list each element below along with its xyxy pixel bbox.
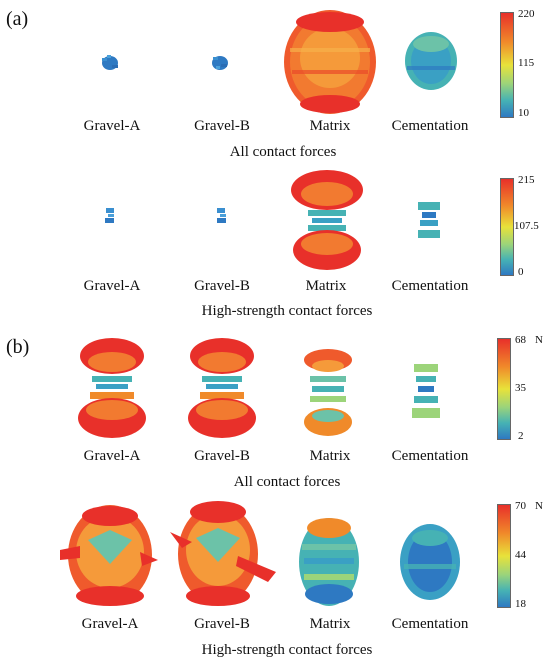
colorbar-max: 70 [515, 500, 526, 512]
item-label: Matrix [309, 448, 351, 464]
colorbar-mid: 107.5 [514, 220, 539, 232]
colorbar-row4 [497, 504, 511, 608]
item-label: Cementation [391, 278, 469, 294]
panel-label-a: (a) [6, 8, 29, 30]
colorbar-mid: 35 [515, 382, 526, 394]
rose-row4-gravel-b [170, 501, 276, 606]
rose-row1-gravel-a [102, 55, 118, 70]
colorbar-min: 10 [518, 107, 529, 119]
rose-row3-cementation [412, 364, 440, 418]
colorbar-mid: 44 [515, 549, 526, 561]
colorbar-row1 [500, 12, 514, 118]
colorbar-min: 2 [518, 430, 524, 442]
colorbar-min: 0 [518, 266, 524, 278]
item-label: Matrix [309, 118, 351, 134]
rose-row2-gravel-b [217, 208, 226, 223]
item-label: Cementation [391, 118, 469, 134]
item-label: Gravel-A [83, 448, 141, 464]
colorbar-max: 220 [518, 8, 535, 20]
rose-row3-matrix [304, 349, 352, 436]
colorbar-mid: 115 [518, 57, 535, 69]
rose-row4-cementation [400, 524, 460, 600]
row-title: All contact forces [233, 474, 341, 490]
row-title: High-strength contact forces [201, 642, 373, 658]
rose-row2-gravel-a [105, 208, 114, 223]
rose-row1-matrix [284, 10, 376, 114]
item-label: Gravel-A [81, 616, 139, 632]
row-title: High-strength contact forces [201, 303, 373, 319]
rose-row3-gravel-b [188, 338, 256, 438]
rose-row2-matrix [291, 170, 363, 270]
colorbar-row2 [500, 178, 514, 276]
item-label: Gravel-A [83, 118, 141, 134]
rose-row3-gravel-a [78, 338, 146, 438]
panel-label-b: (b) [6, 336, 30, 358]
row-title: All contact forces [229, 144, 337, 160]
colorbar-row3 [497, 338, 511, 440]
item-label: Cementation [391, 448, 469, 464]
rose-row2-cementation [418, 202, 440, 238]
item-label: Matrix [305, 278, 347, 294]
item-label: Gravel-B [194, 616, 250, 632]
colorbar-max: 68 [515, 334, 526, 346]
rose-row4-matrix [299, 518, 359, 606]
colorbar-unit: N [535, 334, 543, 346]
colorbar-max: 215 [518, 174, 535, 186]
item-label: Gravel-B [194, 278, 250, 294]
item-label: Gravel-A [83, 278, 141, 294]
item-label: Matrix [309, 616, 351, 632]
item-label: Gravel-B [194, 448, 250, 464]
rose-row1-cementation [405, 32, 457, 90]
colorbar-unit: N [535, 500, 543, 512]
colorbar-min: 18 [515, 598, 526, 610]
rose-row4-gravel-a [60, 505, 158, 606]
item-label: Cementation [391, 616, 469, 632]
item-label: Gravel-B [194, 118, 250, 134]
rose-row1-gravel-b [212, 56, 228, 70]
